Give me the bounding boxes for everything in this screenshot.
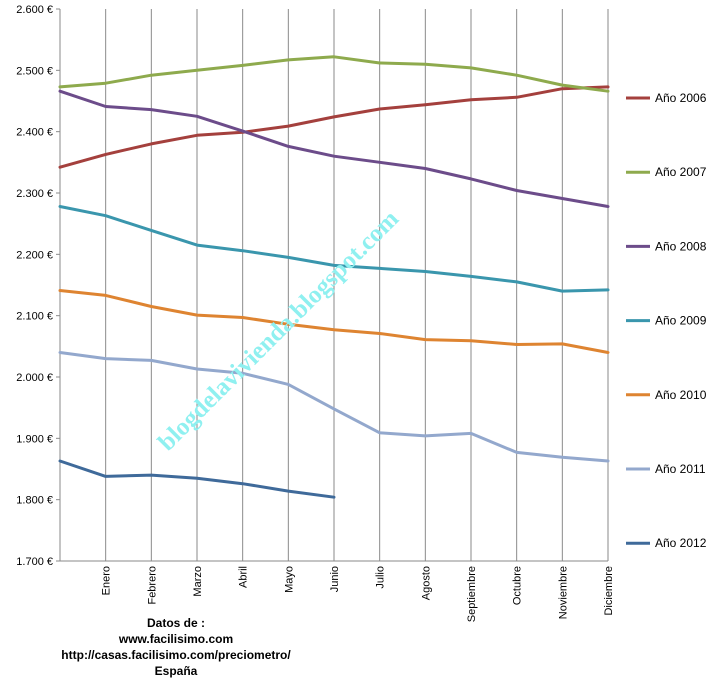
y-tick-label: 1.900 € xyxy=(16,433,53,445)
y-tick-label: 2.600 € xyxy=(16,4,53,16)
x-tick-label: Julio xyxy=(375,566,387,589)
vertical-gridlines xyxy=(105,9,609,561)
legend-label-7: Año 2012 xyxy=(655,536,707,550)
source-note-line-1: Datos de : xyxy=(146,616,206,630)
y-tick-label: 2.100 € xyxy=(16,311,53,323)
x-tick-label: Mayo xyxy=(283,566,295,593)
x-tick-label: Junio xyxy=(329,566,341,592)
axes xyxy=(56,8,608,562)
source-note-line-3: http://casas.facilisimo.com/preciometro/ xyxy=(61,648,291,662)
source-note-line-2: www.facilisimo.com xyxy=(118,632,234,646)
x-tick-label: Marzo xyxy=(192,566,204,597)
series-line-6 xyxy=(58,351,610,463)
y-tick-label: 2.000 € xyxy=(16,372,53,384)
y-tick-label: 1.700 € xyxy=(16,556,53,568)
legend-label-3: Año 2008 xyxy=(655,239,707,253)
source-note-line-4: España xyxy=(154,664,198,678)
legend-label-6: Año 2011 xyxy=(655,462,706,476)
y-tick-label: 2.400 € xyxy=(16,127,53,139)
series-line-1 xyxy=(58,85,610,169)
legend-label-5: Año 2010 xyxy=(655,388,707,402)
y-tick-label: 2.300 € xyxy=(16,188,53,200)
x-tick-label: Septiembre xyxy=(466,566,478,622)
y-tick-label: 2.200 € xyxy=(16,249,53,261)
x-tick-label: Agosto xyxy=(420,566,432,600)
y-tick-label: 1.800 € xyxy=(16,495,53,507)
legend-label-2: Año 2007 xyxy=(655,165,707,179)
series-line-5 xyxy=(58,289,610,354)
y-tick-label: 2.500 € xyxy=(16,65,53,77)
series-line-2 xyxy=(58,55,610,93)
x-tick-label: Diciembre xyxy=(603,566,615,616)
x-axis-tick-labels: Enero Febrero Marzo Abril Mayo Junio Julio Agos… xyxy=(101,566,615,622)
x-tick-label: Enero xyxy=(101,566,113,595)
series-line-3 xyxy=(58,89,610,208)
x-tick-label: Noviembre xyxy=(557,566,569,619)
x-tick-label: Febrero xyxy=(146,566,158,605)
x-tick-label: Abril xyxy=(238,566,250,588)
legend-label-4: Año 2009 xyxy=(655,314,707,328)
y-axis-tick-labels: 1.700 € 1.800 € 1.900 € 2.000 € 2.100 € 2.200… xyxy=(16,4,53,568)
legend: Año 2006 Año 2007 Año 2008 Año 2009 Año 2010… xyxy=(626,91,707,550)
legend-label-1: Año 2006 xyxy=(655,91,707,105)
series-line-7 xyxy=(58,459,336,499)
series-line-4 xyxy=(58,205,610,293)
x-tick-label: Octubre xyxy=(512,566,524,605)
series-lines xyxy=(58,55,610,499)
